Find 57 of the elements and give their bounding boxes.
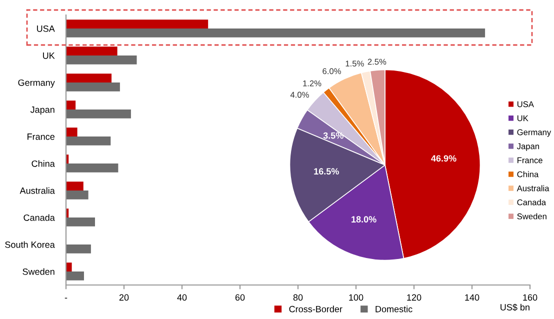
legend-label: Domestic	[376, 306, 412, 312]
bar	[66, 82, 120, 92]
x-axis-title: US$ bn	[500, 304, 530, 311]
bar	[66, 28, 486, 38]
legend-label: Canada	[517, 199, 546, 206]
x-tick-label: 120	[407, 294, 422, 301]
data-label: 18.0%	[352, 216, 376, 223]
y-tick-label: Germany	[18, 79, 55, 88]
bar	[66, 20, 208, 28]
y-tick-label: France	[28, 134, 54, 140]
y-tick-label: UK	[43, 52, 55, 59]
y-tick-label: Canada	[24, 214, 55, 221]
y-tick-label: Japan	[30, 106, 54, 115]
bar	[66, 190, 88, 200]
x-tick-label: 20	[119, 294, 129, 301]
legend-label: UK	[517, 115, 528, 122]
x-tick-label: 140	[465, 294, 480, 301]
bar	[66, 56, 137, 64]
data-label: 2.5%	[368, 58, 386, 65]
data-label: 4.0%	[290, 92, 309, 98]
y-tick-label: Sweden	[22, 268, 54, 275]
data-label: 1.2%	[303, 80, 322, 86]
data-label: 3.5%	[323, 132, 344, 139]
bar	[66, 218, 95, 226]
legend-label: France	[518, 157, 542, 164]
legend-label: Germany	[517, 129, 552, 137]
legend-label: Sweden	[517, 213, 546, 220]
bar	[66, 74, 112, 82]
x-tick-label: 80	[293, 294, 303, 301]
x-tick-label: 160	[523, 294, 538, 301]
bar	[66, 128, 78, 136]
data-label: 16.5%	[314, 168, 339, 175]
bar	[66, 136, 111, 146]
legend-label: Australia	[516, 185, 550, 192]
legend-label: China	[517, 171, 539, 178]
bar	[66, 164, 118, 172]
y-tick-label: South Korea	[5, 241, 55, 248]
bar	[66, 110, 131, 118]
bar	[66, 244, 91, 254]
bar	[66, 46, 118, 56]
data-label: 6.0%	[322, 68, 341, 74]
bar	[66, 100, 76, 110]
x-tick-label: 40	[177, 294, 187, 301]
legend-label: Cross-Border	[289, 306, 342, 312]
bar	[66, 262, 72, 272]
bar	[66, 182, 84, 190]
legend-label: USA	[517, 101, 534, 108]
data-label: 1.5%	[346, 60, 364, 67]
bar	[66, 272, 84, 280]
y-tick-label: China	[32, 160, 55, 167]
y-tick-label: Australia	[20, 187, 55, 194]
y-tick-label: USA	[37, 25, 55, 32]
x-tick-label: 60	[235, 294, 245, 301]
x-tick-label: 100	[349, 294, 364, 301]
legend-label: Japan	[516, 143, 539, 151]
data-label: 46.9%	[431, 155, 456, 162]
x-tick-label: -	[64, 298, 68, 299]
